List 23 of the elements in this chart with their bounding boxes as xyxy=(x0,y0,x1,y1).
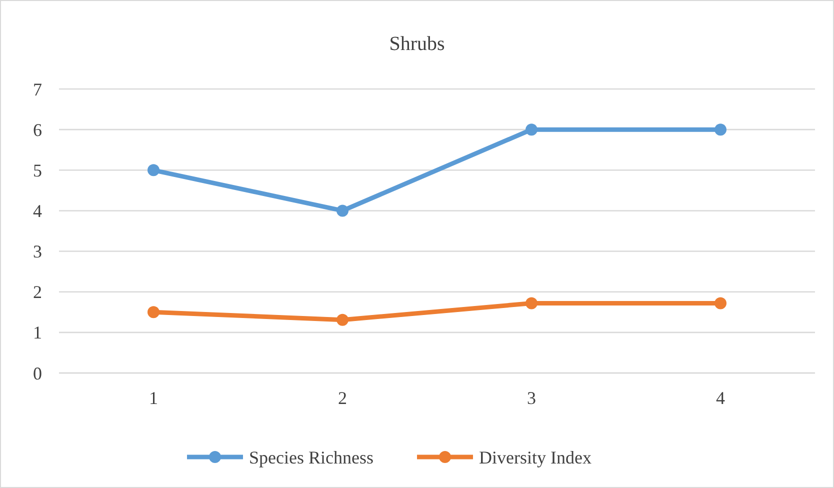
x-tick-label: 3 xyxy=(527,388,536,408)
y-tick-label: 2 xyxy=(33,282,42,302)
x-tick-label: 4 xyxy=(716,388,725,408)
point xyxy=(714,297,726,310)
y-tick-label: 6 xyxy=(33,120,42,140)
y-tick-label: 5 xyxy=(33,160,42,180)
y-tick-label: 7 xyxy=(33,79,42,100)
point xyxy=(714,124,726,136)
chart-title: Shrubs xyxy=(389,33,445,55)
y-tick-label: 0 xyxy=(33,363,42,384)
point xyxy=(148,306,160,318)
y-tick-label: 1 xyxy=(33,322,42,343)
point xyxy=(148,164,160,176)
point xyxy=(526,124,538,136)
legend-label: Diversity Index xyxy=(479,447,592,468)
legend-label: Species Richness xyxy=(249,447,374,468)
x-tick-label: 1 xyxy=(149,388,158,408)
x-tick-label: 2 xyxy=(338,388,347,408)
point xyxy=(526,297,538,310)
point xyxy=(336,204,348,217)
y-tick-label: 4 xyxy=(33,201,42,222)
point xyxy=(336,314,348,326)
y-tick-label: 3 xyxy=(33,242,42,262)
